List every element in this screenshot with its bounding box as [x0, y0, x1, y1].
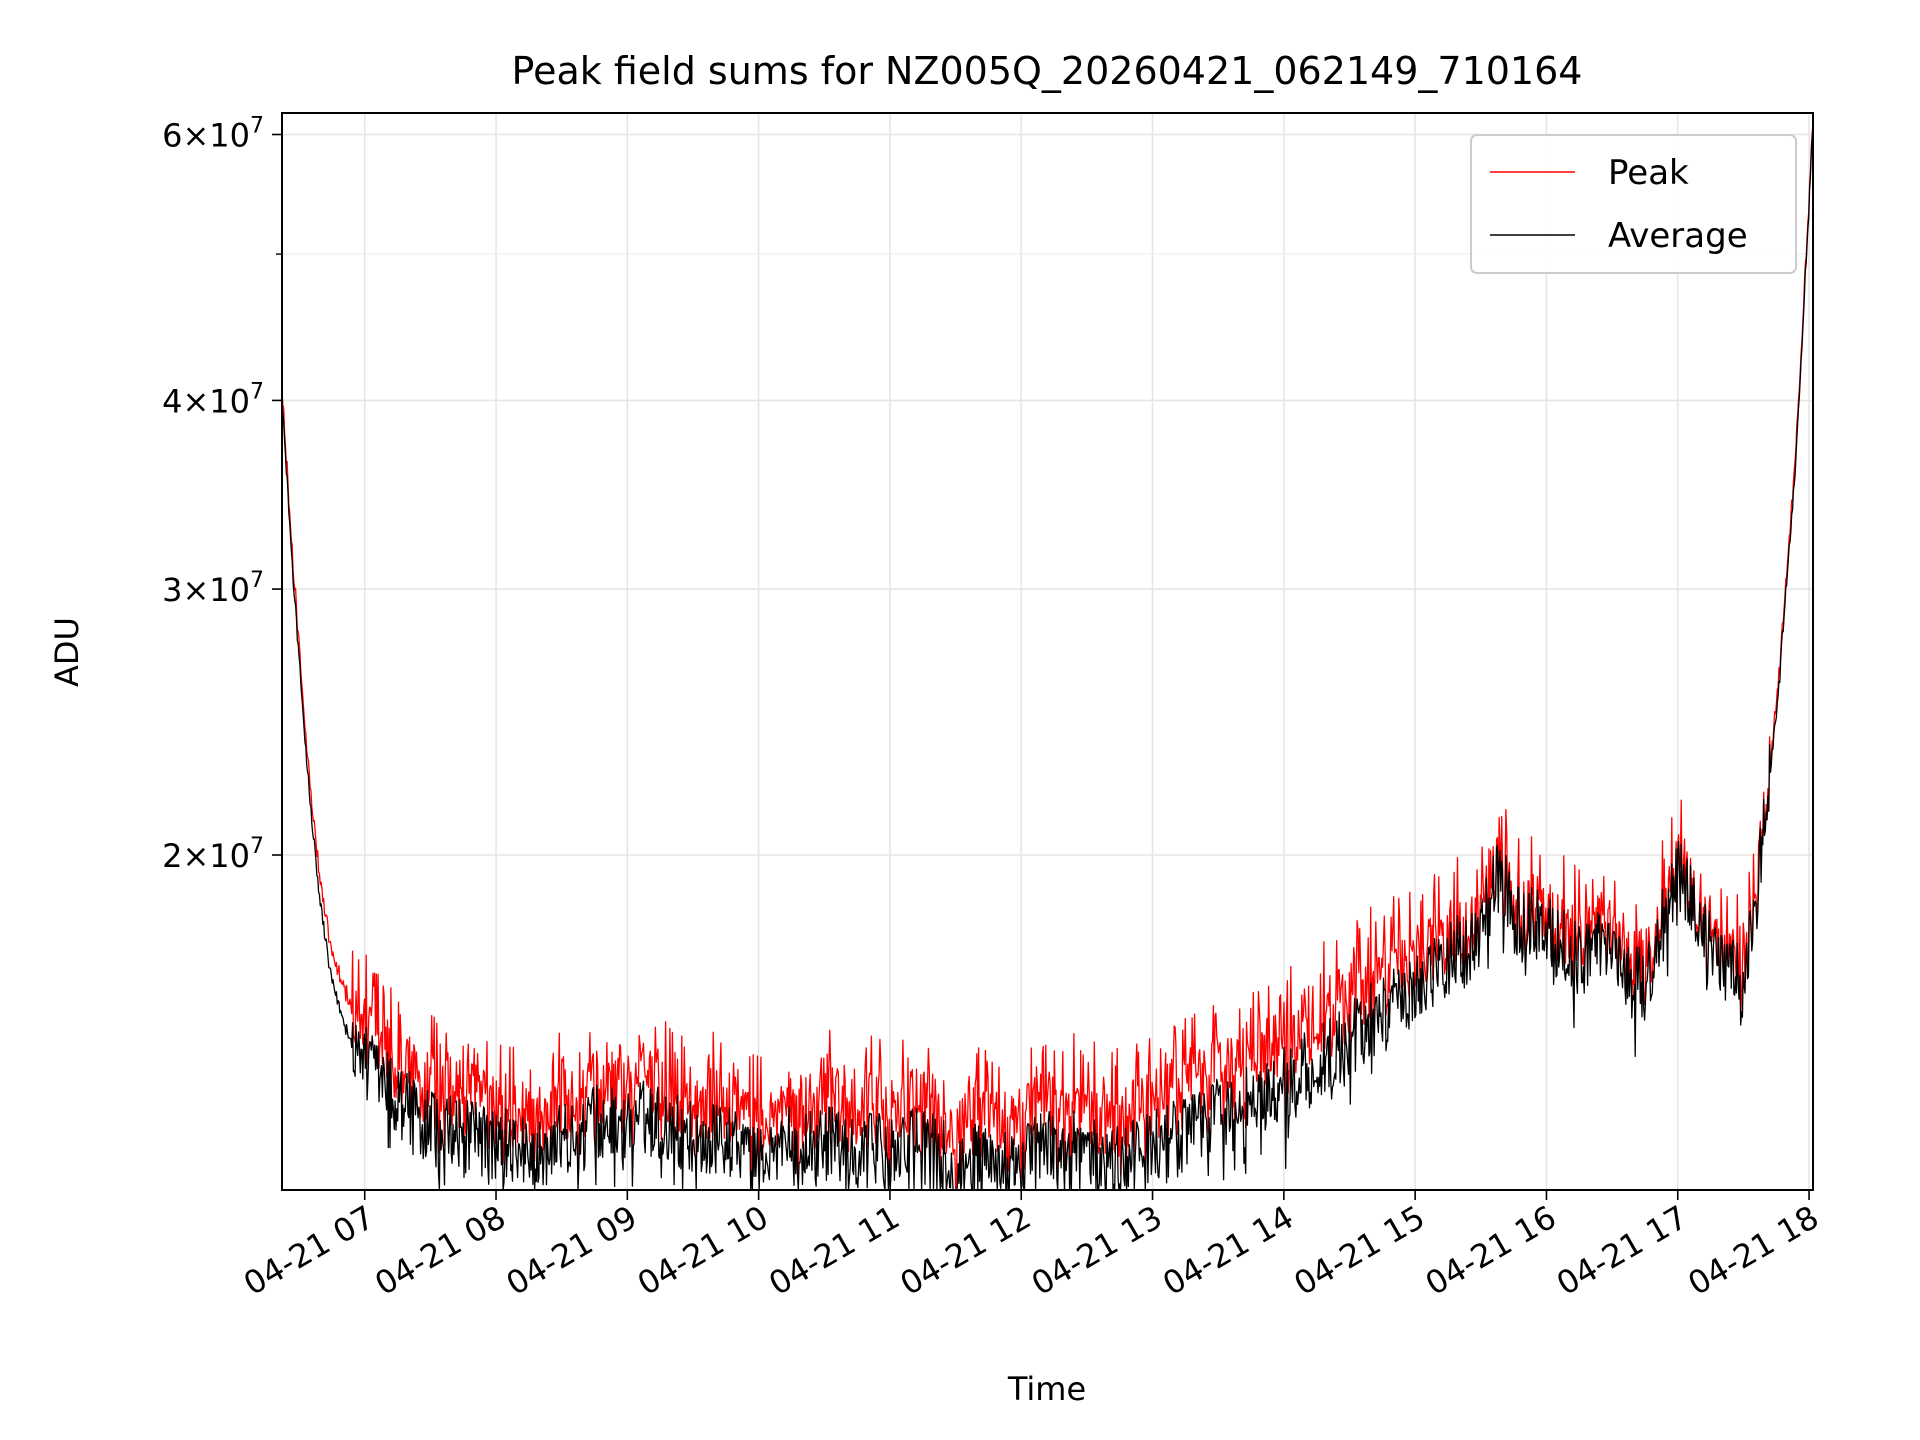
plot-frame: [281, 112, 1814, 1191]
y-axis-ticks: 2×107 3×107 4×107 6×107: [162, 114, 282, 875]
chart-title: Peak field sums for NZ005Q_20260421_0621…: [512, 49, 1583, 93]
legend: Peak Average: [1470, 134, 1797, 274]
legend-label-average: Average: [1608, 216, 1748, 256]
series-line-peak: [281, 123, 1814, 1191]
y-tick-label: 3×107: [162, 568, 264, 609]
legend-box: [1470, 134, 1797, 274]
y-axis-label: ADU: [48, 617, 86, 687]
y-tick-label: 6×107: [162, 114, 264, 155]
y-tick-label: 2×107: [162, 834, 264, 875]
grid: [282, 113, 1813, 1190]
y-tick-label: 4×107: [162, 379, 264, 420]
legend-label-peak: Peak: [1608, 153, 1689, 193]
x-axis-label: Time: [1007, 1370, 1086, 1408]
series-layer: [281, 123, 1814, 1191]
series-line-average: [281, 128, 1814, 1191]
